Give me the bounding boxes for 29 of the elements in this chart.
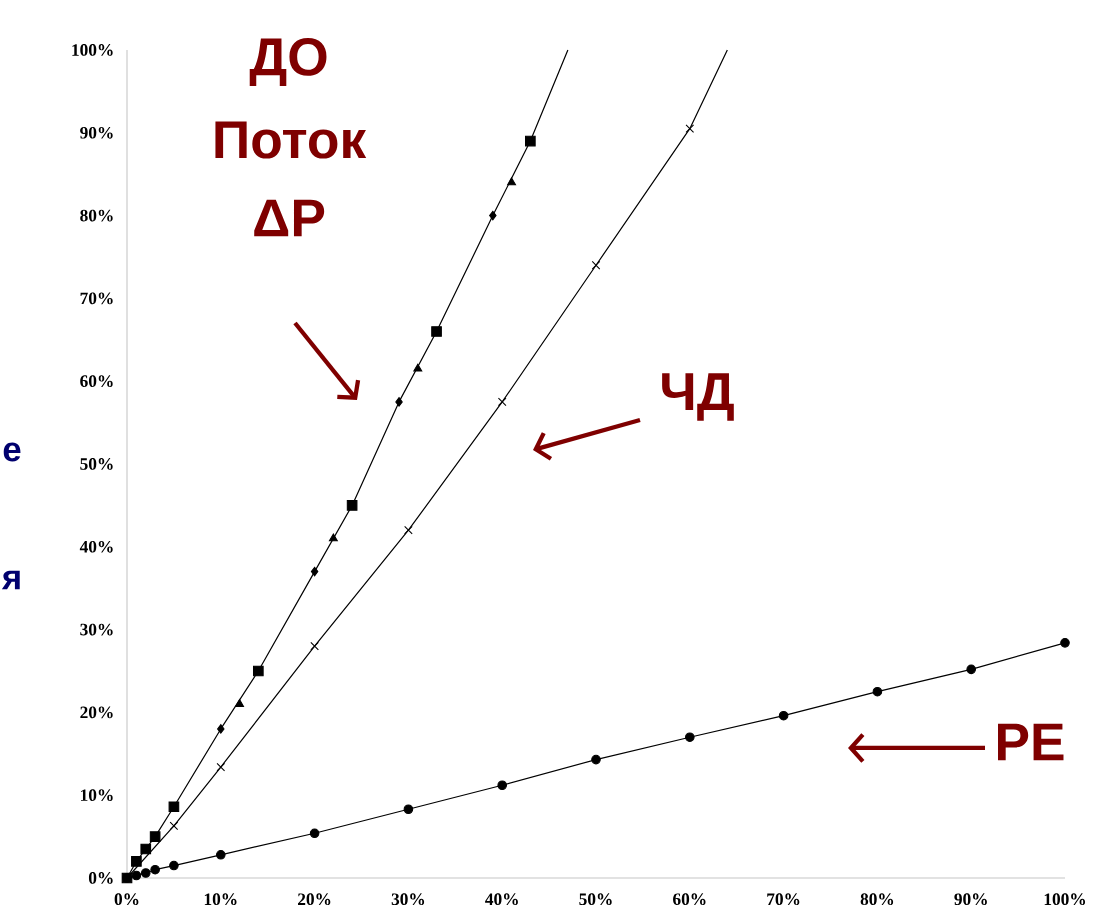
y-tick-label: 90% — [80, 126, 113, 139]
y-tick-label: 70% — [80, 292, 113, 305]
y-tick-label: 40% — [79, 540, 113, 553]
y-tick-label: 10% — [81, 789, 113, 802]
y-tick-label: 50% — [80, 458, 113, 470]
annotation: Поток — [215, 121, 367, 159]
text: я — [1, 570, 20, 590]
y-tick-label: 80% — [80, 209, 113, 222]
x-tick-label: 60% — [673, 893, 706, 906]
x-tick-label: 70% — [767, 893, 800, 906]
y-tick-label: 100% — [72, 44, 113, 56]
x-tick-label: 10% — [204, 893, 237, 906]
y-tick-label: 20% — [80, 706, 113, 719]
x-tick-label: 40% — [485, 893, 518, 906]
x-tick-label: 20% — [298, 893, 331, 906]
y-tick-label: 30% — [80, 623, 113, 636]
annotation: ДО — [249, 38, 327, 86]
x-tick-label: 0% — [114, 893, 139, 906]
x-tick-label: 50% — [579, 893, 612, 906]
y-tick-label: 60% — [80, 375, 113, 388]
y-tick-label: 0% — [88, 872, 113, 884]
annotation: ЧД — [662, 373, 734, 421]
annotation: ΔP — [254, 199, 325, 237]
x-tick-label: 80% — [860, 893, 894, 906]
annotation: РЕ — [998, 723, 1064, 761]
x-tick-label: 100% — [1044, 893, 1086, 906]
x-tick-label: 90% — [954, 893, 987, 906]
text: е — [3, 442, 21, 462]
x-tick-label: 30% — [391, 893, 425, 906]
